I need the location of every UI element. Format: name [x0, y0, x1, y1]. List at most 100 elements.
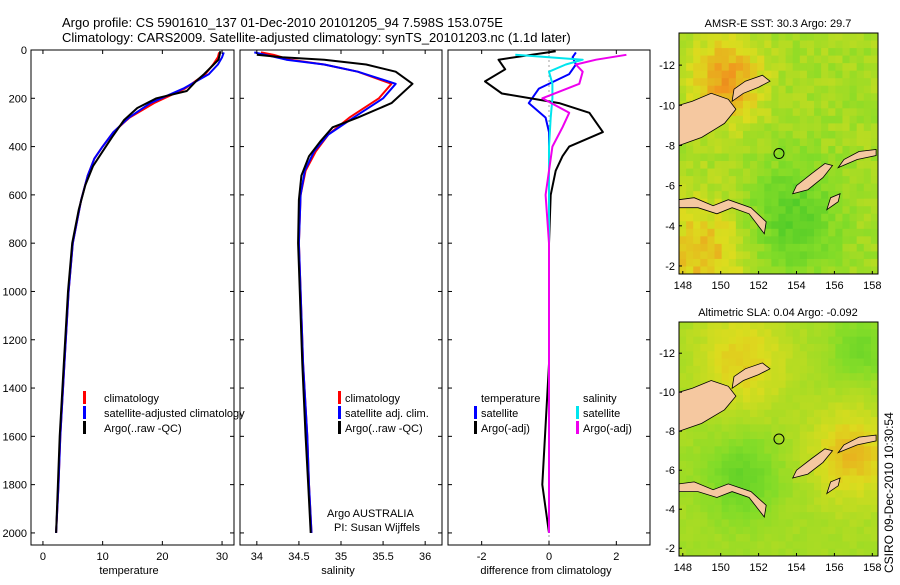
map-cell [856, 198, 865, 207]
map-cell [799, 206, 808, 215]
map-cell [771, 395, 779, 403]
map-cell [728, 409, 737, 418]
map-cell [742, 123, 751, 132]
legend-entry-climatology: climatology [345, 393, 401, 405]
map-cell [728, 33, 737, 41]
map-cell [785, 329, 794, 338]
map-cell [742, 138, 751, 147]
map-cell [814, 100, 822, 109]
map-cell [856, 78, 865, 87]
map-cell [799, 221, 808, 230]
map-cell [693, 373, 701, 381]
y-tick-label: -12 [659, 348, 675, 360]
map-cell [764, 145, 772, 154]
map-cell [870, 482, 879, 491]
map-cell [728, 258, 737, 267]
map-cell [799, 40, 808, 49]
map-cell [863, 243, 872, 252]
map-cell [828, 63, 836, 72]
map-cell [870, 373, 879, 381]
map-cell [750, 526, 758, 535]
map-cell [785, 373, 794, 381]
map-cell [870, 351, 879, 359]
map-cell [856, 497, 865, 506]
map-cell [806, 78, 815, 87]
legend-entry-salinity-argo: Argo(-adj) [583, 423, 632, 435]
map-cell [757, 351, 765, 359]
map-cell [693, 453, 701, 462]
map-cell [806, 85, 815, 94]
map-cell [693, 460, 701, 469]
map-cell [771, 191, 779, 200]
x-tick-label: 156 [825, 280, 843, 292]
map-cell [863, 93, 872, 102]
map-cell [821, 417, 829, 425]
map-cell [821, 409, 829, 418]
map-cell [778, 48, 787, 56]
map-cell [814, 380, 822, 389]
map-cell [764, 351, 772, 359]
map-cell [742, 497, 751, 506]
map-cell [828, 145, 836, 154]
map-cell [735, 358, 744, 367]
map-cell [842, 161, 850, 169]
map-cell [700, 512, 708, 520]
map-cell [757, 380, 765, 389]
map-cell [792, 402, 801, 411]
map-cell [806, 336, 815, 345]
map-cell [856, 534, 865, 542]
map-cell [764, 206, 772, 215]
map-cell [757, 266, 765, 275]
map-cell [785, 453, 794, 462]
map-cell [785, 446, 794, 455]
map-cell [792, 439, 801, 447]
map-cell [870, 243, 879, 252]
map-cell [870, 526, 879, 535]
map-cell [814, 63, 822, 72]
map-cell [835, 453, 843, 462]
map-cell [806, 373, 815, 381]
map-cell [842, 365, 850, 374]
map-cell [679, 70, 687, 79]
map-cell [778, 387, 787, 396]
map-cell [863, 519, 872, 528]
map-cell [842, 213, 850, 222]
map-cell [742, 424, 751, 433]
map-cell [835, 504, 843, 513]
map-cell [863, 380, 872, 389]
map-cell [750, 161, 758, 169]
map-cell [821, 228, 829, 237]
map-cell [799, 417, 808, 425]
x-tick-label: 0 [546, 551, 552, 563]
map-cell [693, 541, 701, 550]
map-cell [799, 534, 808, 542]
map-cell [686, 251, 694, 260]
map-cell [728, 329, 737, 338]
map-cell [799, 387, 808, 396]
map-cell [814, 70, 822, 79]
map-cell [700, 33, 708, 41]
map-cell [742, 145, 751, 154]
map-cell [828, 138, 836, 147]
map-cell [849, 70, 858, 79]
map-cell [842, 115, 850, 124]
map-cell [700, 329, 708, 338]
map-cell [842, 417, 850, 425]
map-cell [693, 70, 701, 79]
map-cell [870, 541, 879, 550]
map-cell [735, 236, 744, 245]
map-cell [700, 183, 708, 192]
map-cell [870, 55, 879, 64]
map-cell [856, 206, 865, 215]
map-cell [757, 123, 765, 132]
map-cell [842, 497, 850, 506]
map-cell [742, 439, 751, 447]
legend-entry-argo: Argo(..raw -QC) [104, 423, 182, 435]
map-cell [707, 534, 715, 542]
map-cell [785, 168, 794, 177]
map-cell [849, 228, 858, 237]
map-cell [742, 198, 751, 207]
map-cell [693, 468, 701, 476]
map-cell [750, 33, 758, 41]
map-cell [835, 490, 843, 498]
